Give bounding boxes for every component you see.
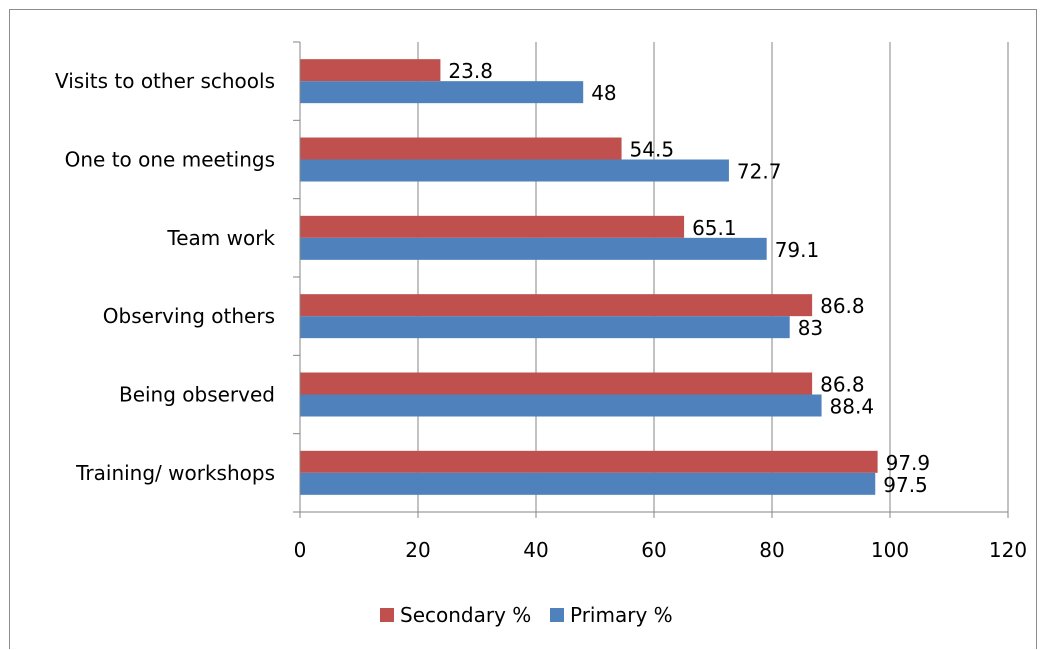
data-label: 97.9 (886, 451, 931, 475)
data-label: 48 (591, 81, 616, 105)
x-tick-label: 40 (523, 538, 548, 562)
gridlines (417, 42, 1009, 512)
data-label: 72.7 (737, 160, 782, 184)
data-label: 88.4 (830, 395, 875, 419)
legend-label: Secondary % (400, 603, 531, 627)
category-label: Team work (166, 226, 275, 250)
category-label: Observing others (103, 304, 275, 328)
x-tick-label: 120 (989, 538, 1027, 562)
bar-primary (300, 316, 790, 339)
bar-secondary (300, 137, 622, 160)
data-label: 54.5 (630, 138, 675, 162)
data-label: 97.5 (883, 473, 928, 497)
labels: 0 20 40 60 80 100 120 Training/ workshops 97.997… (55, 59, 1027, 562)
data-label: 83 (798, 316, 823, 340)
legend-swatch (380, 608, 394, 622)
category-label: Being observed (119, 383, 275, 407)
category-label: Visits to other schools (55, 69, 275, 93)
x-tick-label: 60 (641, 538, 666, 562)
bar-primary (300, 472, 876, 495)
bar-primary (300, 237, 767, 260)
category-label: One to one meetings (65, 148, 275, 172)
legend: Secondary % Primary % (380, 603, 673, 627)
data-label: 23.8 (448, 59, 493, 83)
bar-primary (300, 81, 584, 104)
axes (293, 41, 1009, 518)
x-tick-label: 100 (871, 538, 909, 562)
bar-secondary (300, 372, 813, 395)
data-label: 79.1 (775, 238, 820, 262)
x-tick-label: 0 (294, 538, 307, 562)
category-label: Training/ workshops (75, 461, 275, 485)
bar-primary (300, 159, 729, 182)
data-label: 86.8 (820, 294, 865, 318)
x-tick-label: 80 (759, 538, 784, 562)
data-label: 65.1 (692, 216, 737, 240)
data-label: 86.8 (820, 373, 865, 397)
bar-secondary (300, 215, 685, 238)
bar-secondary (300, 450, 878, 473)
bar-secondary (300, 294, 813, 317)
legend-swatch (550, 608, 564, 622)
legend-label: Primary % (570, 603, 673, 627)
bar-secondary (300, 59, 441, 82)
bars (300, 59, 878, 495)
bar-primary (300, 394, 822, 417)
x-tick-label: 20 (405, 538, 430, 562)
